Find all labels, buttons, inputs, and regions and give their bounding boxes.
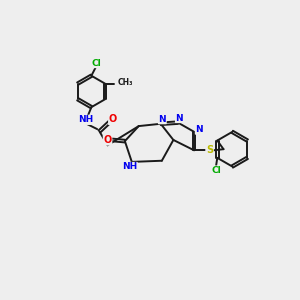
Text: CH₃: CH₃ — [118, 78, 133, 87]
Text: O: O — [103, 135, 112, 145]
Text: NH: NH — [78, 116, 93, 124]
Text: Cl: Cl — [212, 166, 221, 175]
Text: NH: NH — [122, 163, 137, 172]
Text: N: N — [195, 125, 203, 134]
Text: S: S — [206, 145, 213, 155]
Text: N: N — [158, 115, 166, 124]
Text: Cl: Cl — [91, 58, 101, 68]
Text: N: N — [176, 113, 183, 122]
Text: O: O — [109, 114, 117, 124]
